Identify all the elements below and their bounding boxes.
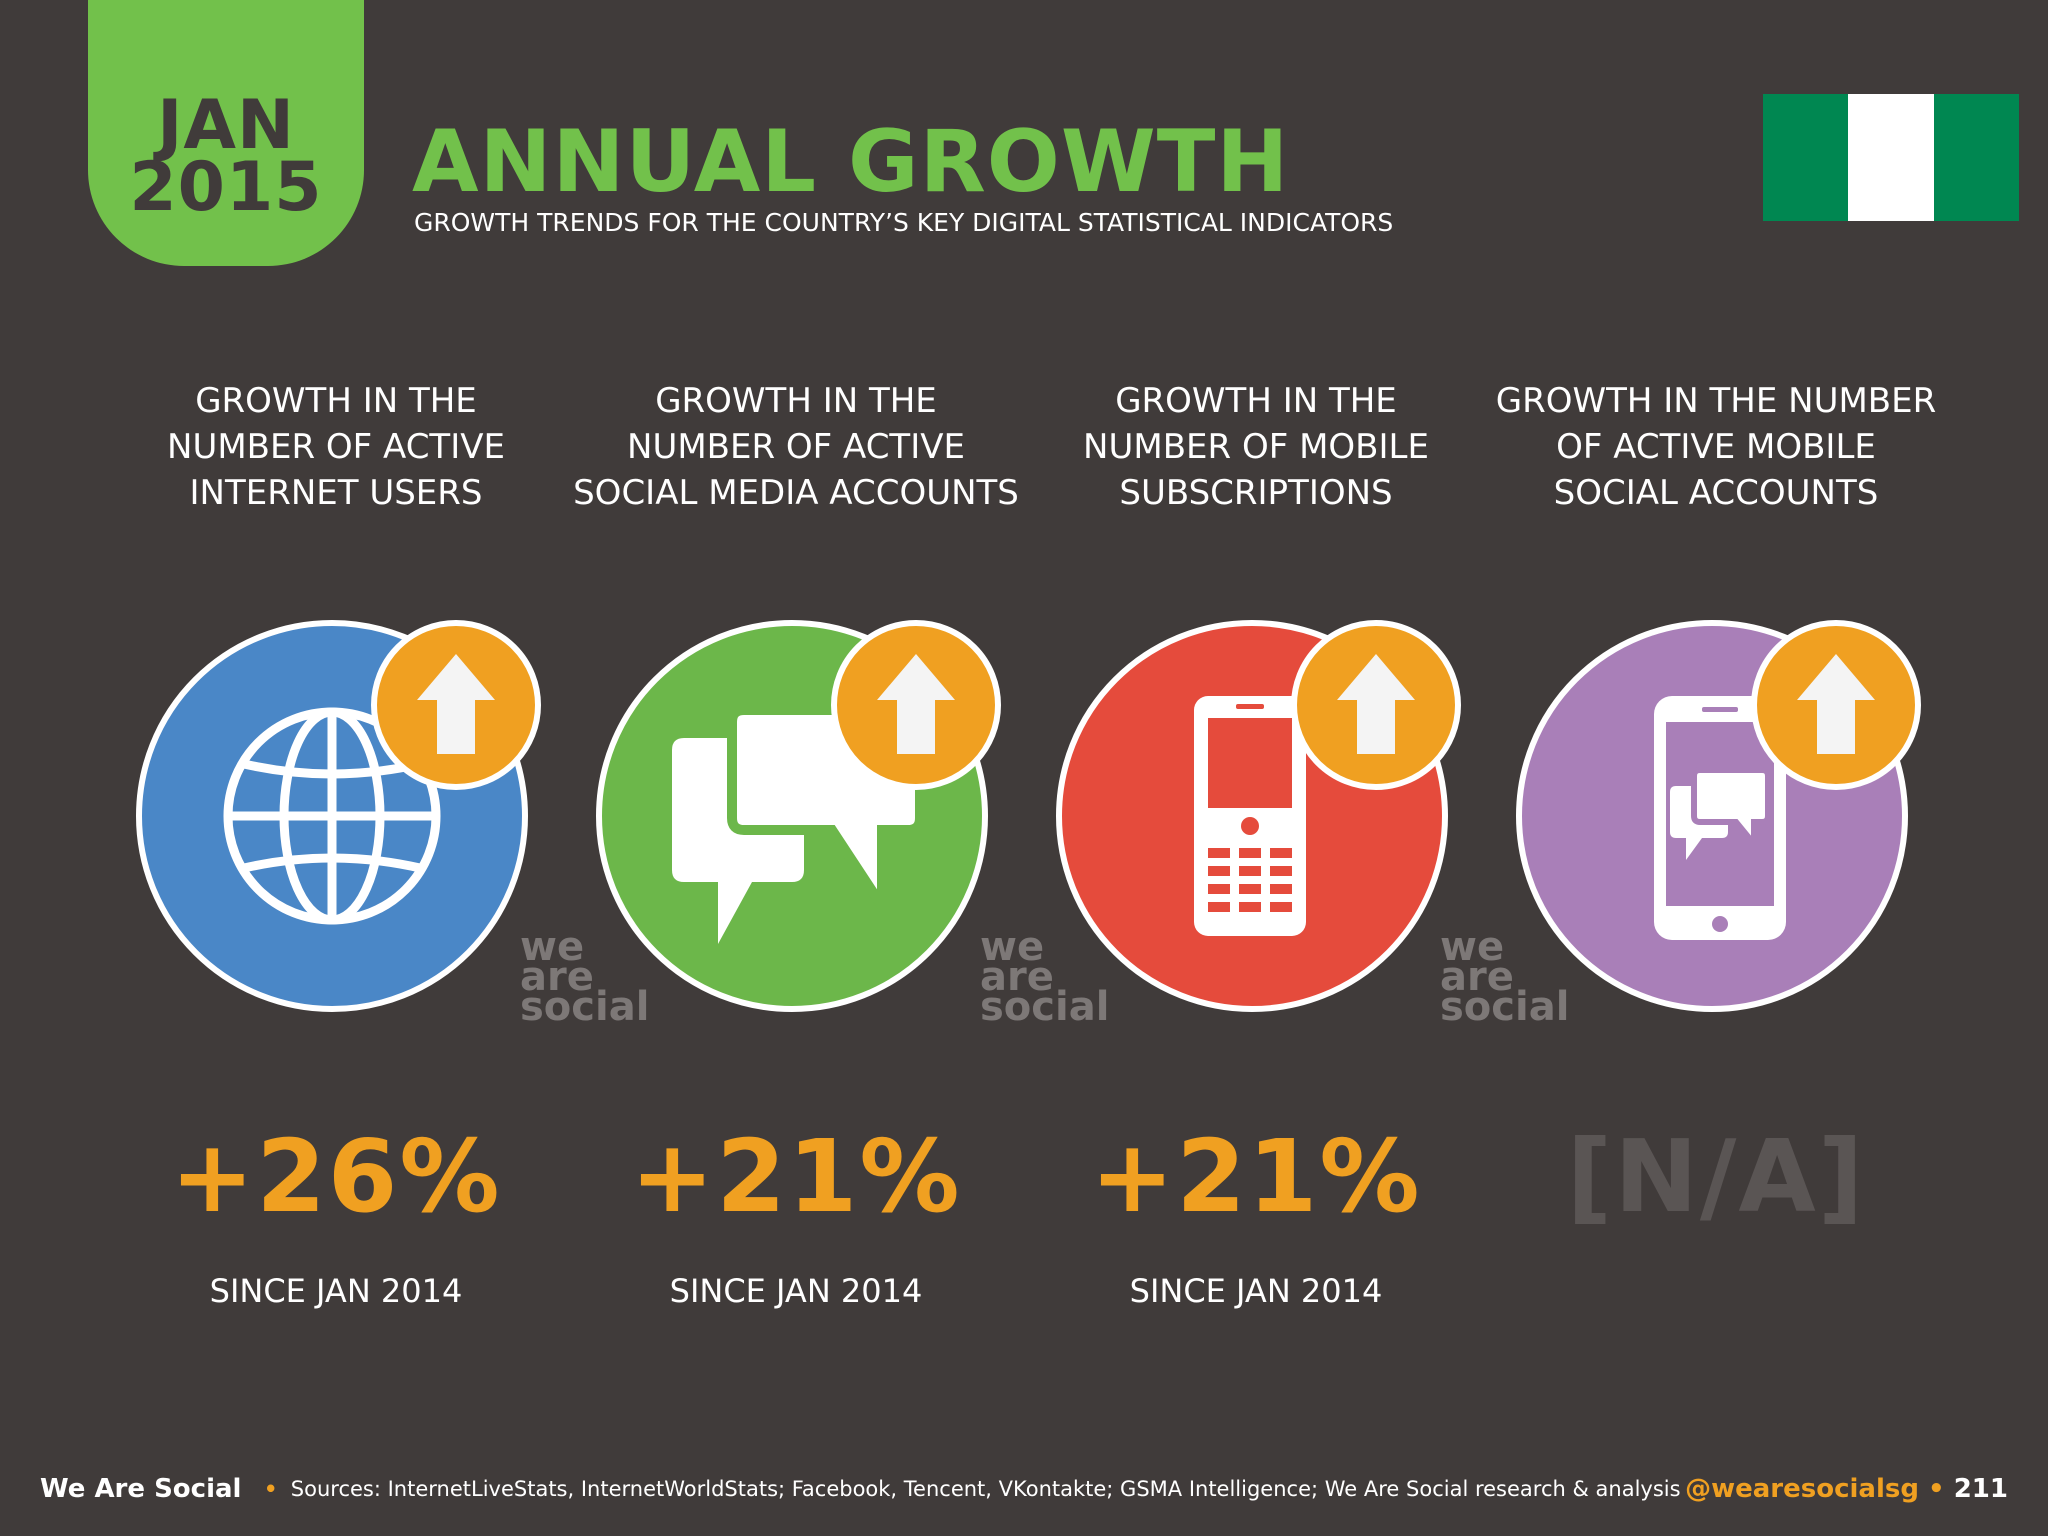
footer-handle: @wearesocialsg • 211 [1685, 1474, 2008, 1504]
flag-stripe-right [1933, 94, 2019, 221]
up-arrow-icon [877, 654, 955, 754]
growth-arrow-badge [371, 620, 541, 790]
page-title: ANNUAL GROWTH [412, 112, 1290, 212]
indicator-value: +21% [630, 1118, 962, 1235]
growth-arrow-badge [1751, 620, 1921, 790]
flag-stripe-left [1763, 94, 1849, 221]
indicator-circle [136, 620, 528, 1012]
growth-arrow-badge [831, 620, 1001, 790]
flag-stripe-middle [1848, 94, 1934, 221]
page-number: 211 [1953, 1474, 2008, 1504]
date-year: 2015 [129, 148, 323, 227]
bullet-dot: • [264, 1477, 278, 1501]
date-badge: JAN 2015 [88, 0, 364, 266]
globe-icon [223, 707, 441, 925]
indicator-since: SINCE JAN 2014 [209, 1272, 463, 1310]
up-arrow-icon [417, 654, 495, 754]
sources-text: Sources: InternetLiveStats, InternetWorl… [290, 1477, 1681, 1501]
indicator-label: GROWTH IN THE NUMBER OF ACTIVE INTERNET … [167, 381, 505, 513]
we-are-social-watermark: we are social [520, 924, 650, 1030]
smartphone-chat-icon [1654, 696, 1786, 940]
up-arrow-icon [1797, 654, 1875, 754]
indicator-label: GROWTH IN THE NUMBER OF MOBILE SUBSCRIPT… [1083, 381, 1429, 513]
indicator-since: SINCE JAN 2014 [669, 1272, 923, 1310]
indicator-value: +21% [1090, 1118, 1422, 1235]
twitter-handle: @wearesocialsg [1685, 1474, 1919, 1504]
up-arrow-icon [1337, 654, 1415, 754]
mobile-phone-icon [1194, 696, 1306, 936]
indicator-value: +26% [170, 1118, 502, 1235]
footer-sources: • Sources: InternetLiveStats, InternetWo… [264, 1477, 1681, 1501]
footer-brand: We Are Social [40, 1474, 242, 1504]
we-are-social-watermark: we are social [980, 924, 1110, 1030]
nigeria-flag [1763, 94, 2019, 221]
indicator-label: GROWTH IN THE NUMBER OF ACTIVE MOBILE SO… [1495, 381, 1937, 513]
date-month: JAN [157, 86, 295, 165]
indicator-since: SINCE JAN 2014 [1129, 1272, 1383, 1310]
we-are-social-watermark: we are social [1440, 924, 1570, 1030]
indicator-label: GROWTH IN THE NUMBER OF ACTIVE SOCIAL ME… [573, 381, 1019, 513]
growth-arrow-badge [1291, 620, 1461, 790]
page-subtitle: GROWTH TRENDS FOR THE COUNTRY’S KEY DIGI… [414, 208, 1394, 237]
indicator-value: [N/A] [1566, 1118, 1866, 1235]
